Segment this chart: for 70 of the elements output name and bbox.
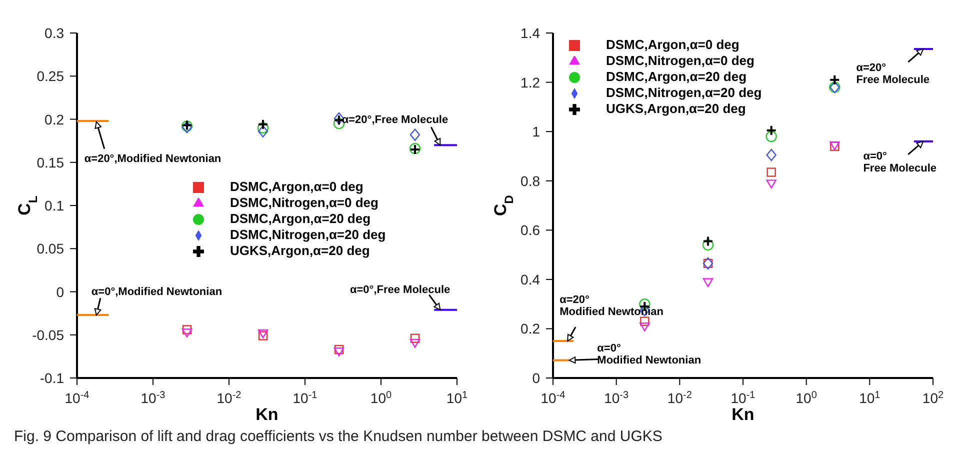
point bbox=[702, 236, 714, 247]
legend-label: DSMC,Argon,α=20 deg bbox=[606, 69, 747, 84]
y-tick-label: 0.1 bbox=[44, 198, 64, 214]
legend-label: DSMC,Nitrogen,α=20 deg bbox=[230, 227, 386, 242]
y-tick-label: -0.1 bbox=[40, 370, 64, 386]
annotation: α=0° Free Molecule bbox=[863, 150, 937, 174]
annotation: α=0° Modified Newtonian bbox=[597, 342, 702, 366]
y-tick-label: 0 bbox=[532, 370, 540, 386]
point bbox=[334, 344, 344, 354]
y-tick-label: 0.2 bbox=[520, 320, 540, 337]
annotation: α=20°,Modified Newtonian bbox=[84, 152, 222, 165]
point bbox=[258, 125, 268, 138]
point bbox=[410, 334, 420, 343]
legend-label: UGKS,Argon,α=20 deg bbox=[230, 243, 370, 258]
point bbox=[640, 316, 650, 326]
y-tick-label: 0.3 bbox=[44, 25, 64, 41]
point bbox=[766, 180, 776, 188]
point bbox=[766, 130, 777, 142]
legend-label: DSMC,Argon,α=20 deg bbox=[230, 211, 371, 226]
y-tick-label: 0.6 bbox=[520, 222, 540, 238]
point bbox=[829, 74, 840, 86]
y-tick-label: 0.05 bbox=[36, 240, 64, 257]
legend-label: DSMC,Nitrogen,α=20 deg bbox=[606, 85, 762, 100]
x-axis-title: Kn bbox=[256, 405, 278, 424]
caption: Fig. 9 Comparison of lift and drag coefficients vs the Knudsen number between DSMC and UGKS bbox=[14, 428, 662, 445]
point bbox=[640, 322, 650, 332]
point bbox=[766, 168, 776, 177]
point bbox=[766, 124, 777, 136]
y-tick-label: 0.8 bbox=[520, 172, 540, 189]
x-tick-label: 10$^{2}$ bbox=[922, 390, 944, 406]
point bbox=[334, 348, 344, 356]
y-tick-label: -0.05 bbox=[32, 326, 64, 343]
x-tick-label: 10$^{-2}$ bbox=[667, 390, 692, 406]
x-tick-label: 10$^{0}$ bbox=[370, 390, 392, 406]
point bbox=[410, 128, 420, 141]
annotation: α=20° Free Molecule bbox=[856, 62, 930, 86]
x-tick-label: 10$^{-4}$ bbox=[540, 390, 566, 406]
y-tick-label: 0 bbox=[56, 284, 64, 300]
y-tick-label: 1.4 bbox=[520, 25, 540, 41]
y-tick-label: 1.2 bbox=[520, 74, 540, 90]
x-axis-title: Kn bbox=[732, 405, 754, 424]
x-tick-label: 10$^{-3}$ bbox=[140, 390, 166, 406]
annotation: α=0°,Modified Newtonian bbox=[91, 286, 222, 298]
legend-label: DSMC,Argon,α=0 deg bbox=[230, 179, 364, 194]
point bbox=[257, 122, 269, 134]
y-tick-label: 0.2 bbox=[44, 111, 64, 128]
x-tick-label: 10$^{-2}$ bbox=[216, 390, 242, 406]
point bbox=[702, 278, 714, 287]
x-tick-label: 10$^{-4}$ bbox=[64, 390, 90, 406]
point bbox=[702, 239, 714, 251]
legend-label: DSMC,Argon,α=0 deg bbox=[606, 37, 740, 52]
legend-label: DSMC,Nitrogen,α=0 deg bbox=[230, 195, 378, 210]
y-tick-label: 1 bbox=[532, 124, 540, 140]
x-tick-label: 10$^{1}$ bbox=[859, 390, 881, 406]
legend-label: UGKS,Argon,α=20 deg bbox=[606, 101, 746, 116]
y-tick-label: 0.25 bbox=[36, 68, 64, 84]
y-tick-label: 0.4 bbox=[520, 271, 540, 288]
annotation: α=0°,Free Molecule bbox=[350, 284, 450, 296]
point bbox=[182, 325, 192, 334]
x-tick-label: 10$^{-3}$ bbox=[604, 390, 629, 406]
point bbox=[766, 148, 776, 162]
x-tick-label: 10$^{1}$ bbox=[446, 390, 468, 406]
point bbox=[410, 338, 420, 348]
x-tick-label: 10$^{-1}$ bbox=[292, 390, 318, 406]
point bbox=[257, 118, 268, 130]
x-tick-label: 10$^{-1}$ bbox=[730, 390, 756, 406]
y-tick-label: 0.15 bbox=[36, 154, 64, 170]
x-tick-label: 10$^{0}$ bbox=[796, 390, 818, 406]
legend-label: DSMC,Nitrogen,α=0 deg bbox=[606, 53, 754, 68]
point bbox=[182, 328, 192, 338]
